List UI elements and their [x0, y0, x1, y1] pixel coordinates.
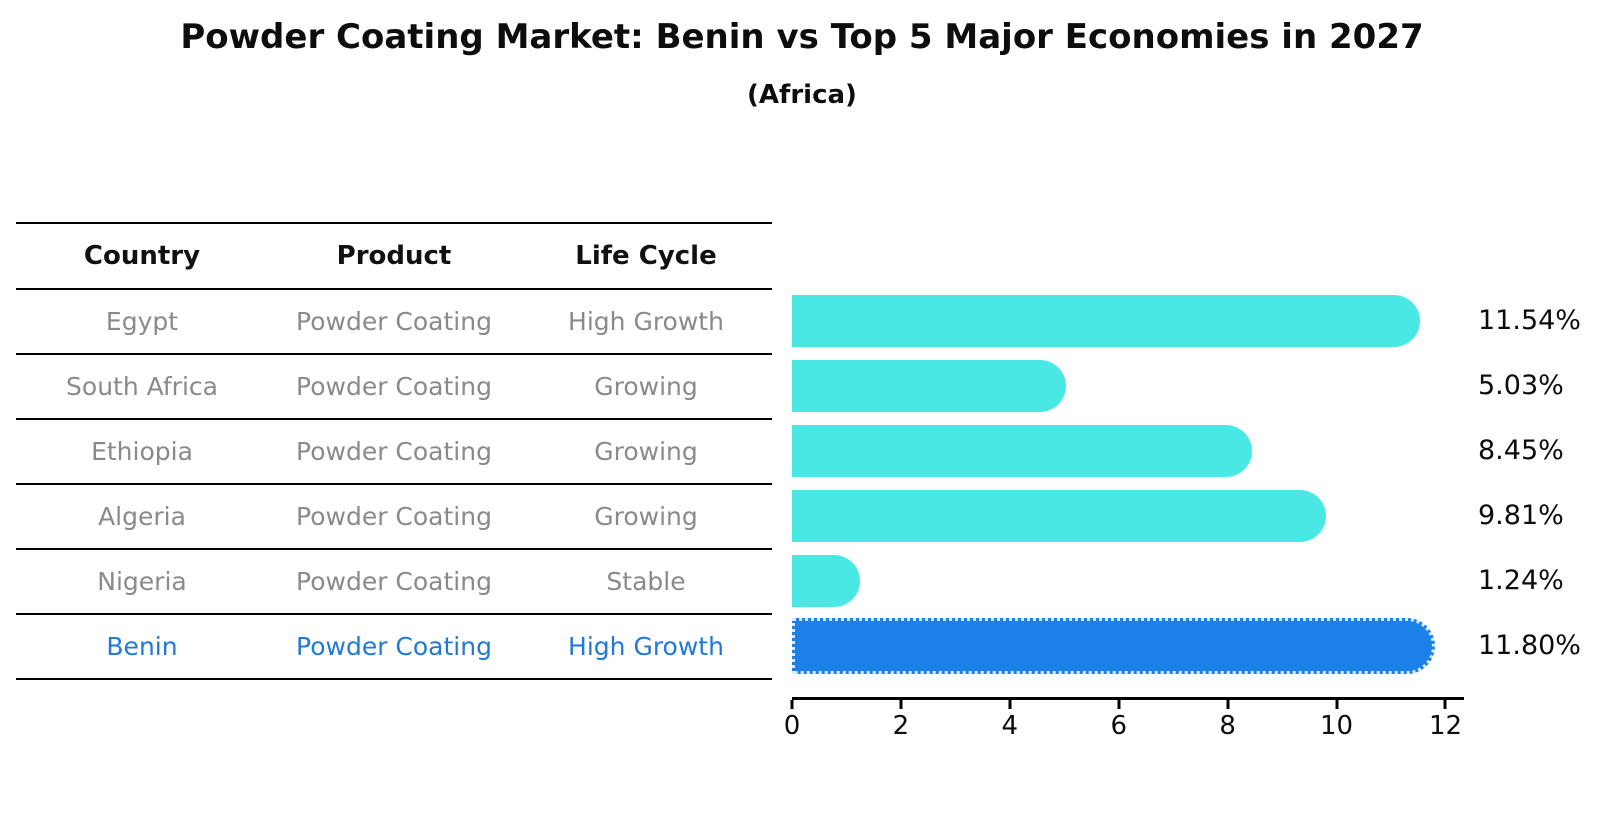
value-label: 11.80%: [1478, 630, 1581, 661]
value-labels: 11.54% 5.03% 8.45% 9.81% 1.24% 11.80%: [1478, 288, 1604, 678]
chart-title: Powder Coating Market: Benin vs Top 5 Ma…: [180, 17, 1424, 57]
bar-row: [792, 613, 1492, 678]
x-tick-label: 8: [1219, 711, 1236, 741]
x-tick-label: 10: [1320, 711, 1354, 741]
x-tick-label: 4: [1001, 711, 1019, 741]
x-axis-line: [792, 697, 1464, 700]
x-tick-mark: [790, 700, 794, 709]
x-tick-mark: [1226, 700, 1230, 709]
table-cell-life-cycle: High Growth: [568, 307, 724, 336]
x-tick-mark: [1117, 700, 1121, 709]
table-header-row: Country Product Life Cycle: [16, 224, 772, 290]
bar-row: [792, 353, 1492, 418]
table-cell-life-cycle: High Growth: [568, 632, 724, 661]
table-row: South Africa Powder Coating Growing: [16, 355, 772, 420]
value-label: 11.54%: [1478, 305, 1581, 336]
bar-row: [792, 418, 1492, 483]
value-label: 5.03%: [1478, 370, 1564, 401]
value-label: 1.24%: [1478, 565, 1564, 596]
table-cell-life-cycle: Growing: [594, 437, 698, 466]
table-cell-product: Powder Coating: [296, 307, 492, 336]
bar-algeria: [792, 489, 1327, 542]
x-tick-mark: [1443, 700, 1447, 709]
table-cell-country: Nigeria: [97, 567, 187, 596]
table-row: Benin Powder Coating High Growth: [16, 615, 772, 680]
bar-egypt: [792, 294, 1421, 347]
table-header-life-cycle: Life Cycle: [575, 241, 717, 271]
bar-benin: [792, 617, 1435, 674]
value-label: 9.81%: [1478, 500, 1564, 531]
table-cell-life-cycle: Stable: [606, 567, 686, 596]
table-cell-product: Powder Coating: [296, 502, 492, 531]
x-tick-label: 0: [783, 711, 801, 741]
chart-subtitle: (Africa): [747, 80, 857, 110]
x-tick-mark: [899, 700, 903, 709]
table-row: Egypt Powder Coating High Growth: [16, 290, 772, 355]
table-cell-country: Benin: [106, 632, 178, 661]
table-cell-life-cycle: Growing: [594, 372, 698, 401]
bar-ethiopia: [792, 424, 1253, 477]
table-header-product: Product: [336, 241, 452, 271]
table-cell-country: South Africa: [66, 372, 218, 401]
x-tick-label: 6: [1110, 711, 1128, 741]
table-cell-country: Ethiopia: [91, 437, 193, 466]
data-table: Country Product Life Cycle Egypt Powder …: [16, 222, 772, 680]
table-cell-product: Powder Coating: [296, 372, 492, 401]
bar-row: [792, 548, 1492, 613]
bar-plot: [792, 288, 1492, 678]
table-body: Egypt Powder Coating High Growth South A…: [16, 290, 772, 680]
bar-south-africa: [792, 359, 1066, 412]
table-header-country: Country: [83, 241, 201, 271]
table-cell-product: Powder Coating: [296, 632, 492, 661]
bar-row: [792, 483, 1492, 548]
x-axis-ticks: 0 2 4 6 8 10 12: [784, 700, 1464, 746]
table-cell-country: Egypt: [105, 307, 179, 336]
table-row: Nigeria Powder Coating Stable: [16, 550, 772, 615]
x-tick-mark: [1335, 700, 1339, 709]
table-cell-product: Powder Coating: [296, 437, 492, 466]
x-tick-mark: [1008, 700, 1012, 709]
table-cell-country: Algeria: [98, 502, 186, 531]
value-label: 8.45%: [1478, 435, 1564, 466]
bar-nigeria: [792, 554, 860, 607]
bar-row: [792, 288, 1492, 353]
table-cell-life-cycle: Growing: [594, 502, 698, 531]
table-row: Ethiopia Powder Coating Growing: [16, 420, 772, 485]
x-tick-label: 12: [1428, 711, 1463, 741]
table-cell-product: Powder Coating: [296, 567, 492, 596]
x-tick-label: 2: [892, 711, 910, 741]
table-row: Algeria Powder Coating Growing: [16, 485, 772, 550]
